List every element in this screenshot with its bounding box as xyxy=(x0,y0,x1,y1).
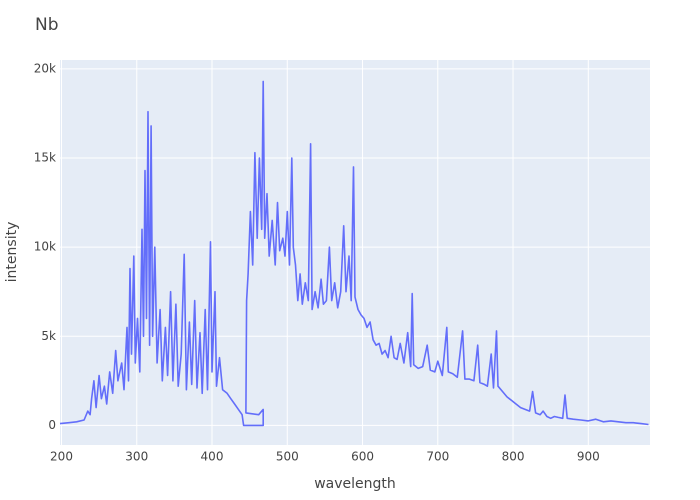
y-tick-label: 20k xyxy=(34,61,56,75)
x-tick-label: 400 xyxy=(201,450,224,464)
y-tick-label: 5k xyxy=(41,329,56,343)
y-tick-label: 10k xyxy=(34,240,56,254)
series-line xyxy=(59,80,649,427)
x-tick-label: 300 xyxy=(125,450,148,464)
x-tick-label: 800 xyxy=(502,450,525,464)
y-tick-label: 15k xyxy=(34,151,56,165)
x-axis-label: wavelength xyxy=(314,476,396,492)
x-tick-label: 500 xyxy=(276,450,299,464)
y-axis-label: intensity xyxy=(4,222,20,283)
chart-title: Nb xyxy=(35,15,59,35)
x-tick-label: 700 xyxy=(426,450,449,464)
x-tick-label: 900 xyxy=(577,450,600,464)
x-tick-label: 200 xyxy=(50,450,73,464)
x-tick-label: 600 xyxy=(351,450,374,464)
y-tick-label: 0 xyxy=(48,418,56,432)
